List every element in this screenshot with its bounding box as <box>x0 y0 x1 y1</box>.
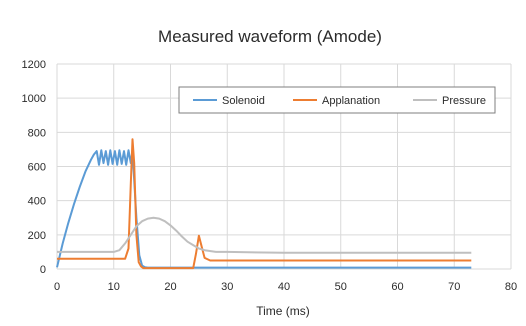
x-tick-label: 40 <box>278 281 290 293</box>
x-tick-label: 50 <box>335 281 347 293</box>
legend: Solenoid Applanation Pressure <box>178 86 496 114</box>
y-tick-label: 0 <box>40 264 46 276</box>
y-tick-label: 200 <box>28 230 46 242</box>
series-layer <box>56 138 472 270</box>
x-tick-label: 20 <box>164 281 176 293</box>
y-tick-label: 800 <box>28 127 46 139</box>
legend-label-pressure: Pressure <box>442 95 486 107</box>
legend-label-solenoid: Solenoid <box>222 95 265 107</box>
chart-title: Measured waveform (Amode) <box>158 27 382 46</box>
y-tick-label: 1000 <box>22 93 46 105</box>
legend-box <box>178 86 496 114</box>
x-tick-label: 60 <box>391 281 403 293</box>
x-axis-label: Time (ms) <box>256 304 310 318</box>
y-tick-label: 400 <box>28 196 46 208</box>
x-tick-label: 80 <box>505 281 517 293</box>
x-tick-label: 10 <box>108 281 120 293</box>
axis-layer: 0 200 400 600 800 1000 1200 0 10 20 30 40 50 60 70 80 <box>22 59 518 293</box>
x-tick-label: 0 <box>54 281 60 293</box>
x-tick-label: 30 <box>221 281 233 293</box>
y-tick-label: 600 <box>28 162 46 174</box>
legend-label-applanation: Applanation <box>322 95 380 107</box>
y-tick-label: 1200 <box>22 59 46 71</box>
x-tick-label: 70 <box>448 281 460 293</box>
series-line-pressure <box>57 216 472 254</box>
